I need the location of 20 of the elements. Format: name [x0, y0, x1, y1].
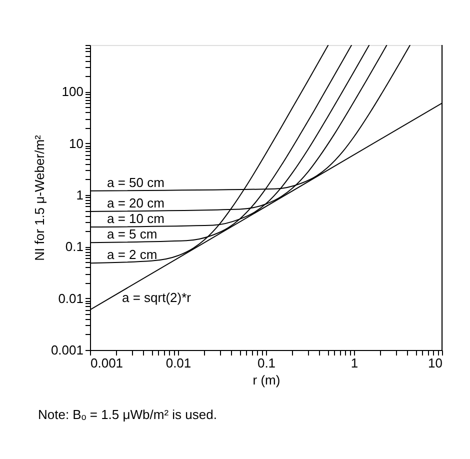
y-tick-label: 0.1 — [65, 239, 84, 254]
x-tick-label: 0.001 — [90, 356, 124, 370]
annotation: a = sqrt(2)*r — [122, 290, 192, 305]
y-tick-label: 1 — [76, 187, 84, 202]
y-tick-label: 0.01 — [58, 290, 84, 306]
y-tick-label: 10 — [69, 136, 84, 151]
series-label: a = 20 cm — [107, 195, 164, 210]
x-axis-title: r (m) — [252, 372, 280, 388]
x-tick-label: 10 — [428, 356, 442, 370]
series-label: a = 5 cm — [107, 226, 158, 242]
series-label: a = 2 cm — [107, 247, 158, 262]
text: Note: Bₒ = 1.5 μWb/m² is used. — [38, 407, 217, 422]
y-axis-title: NI for 1.5 μ-Weber/m² — [32, 134, 47, 261]
x-tick-label: 0.1 — [257, 356, 276, 370]
x-tick-label: 0.01 — [166, 356, 192, 370]
x-tick-label: 1 — [350, 356, 358, 370]
series-label: a = 50 cm — [107, 174, 164, 190]
y-tick-label: 0.001 — [50, 342, 84, 358]
y-tick-label: 100 — [62, 84, 84, 100]
series-label: a = 10 cm — [107, 211, 164, 226]
